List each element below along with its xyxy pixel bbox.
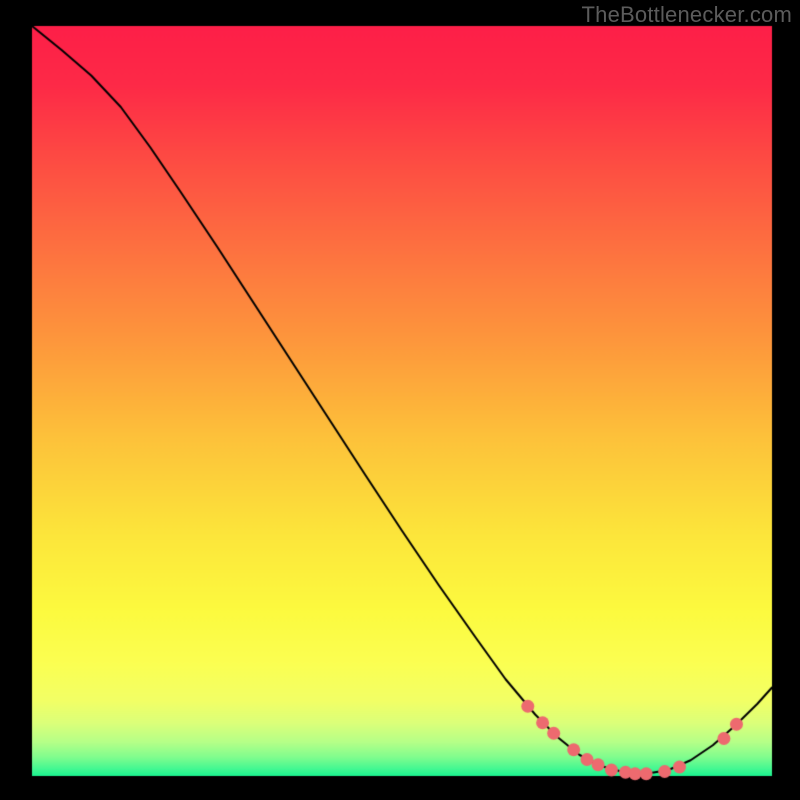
bottleneck-chart xyxy=(0,0,800,800)
watermark-text: TheBottlenecker.com xyxy=(582,2,792,28)
